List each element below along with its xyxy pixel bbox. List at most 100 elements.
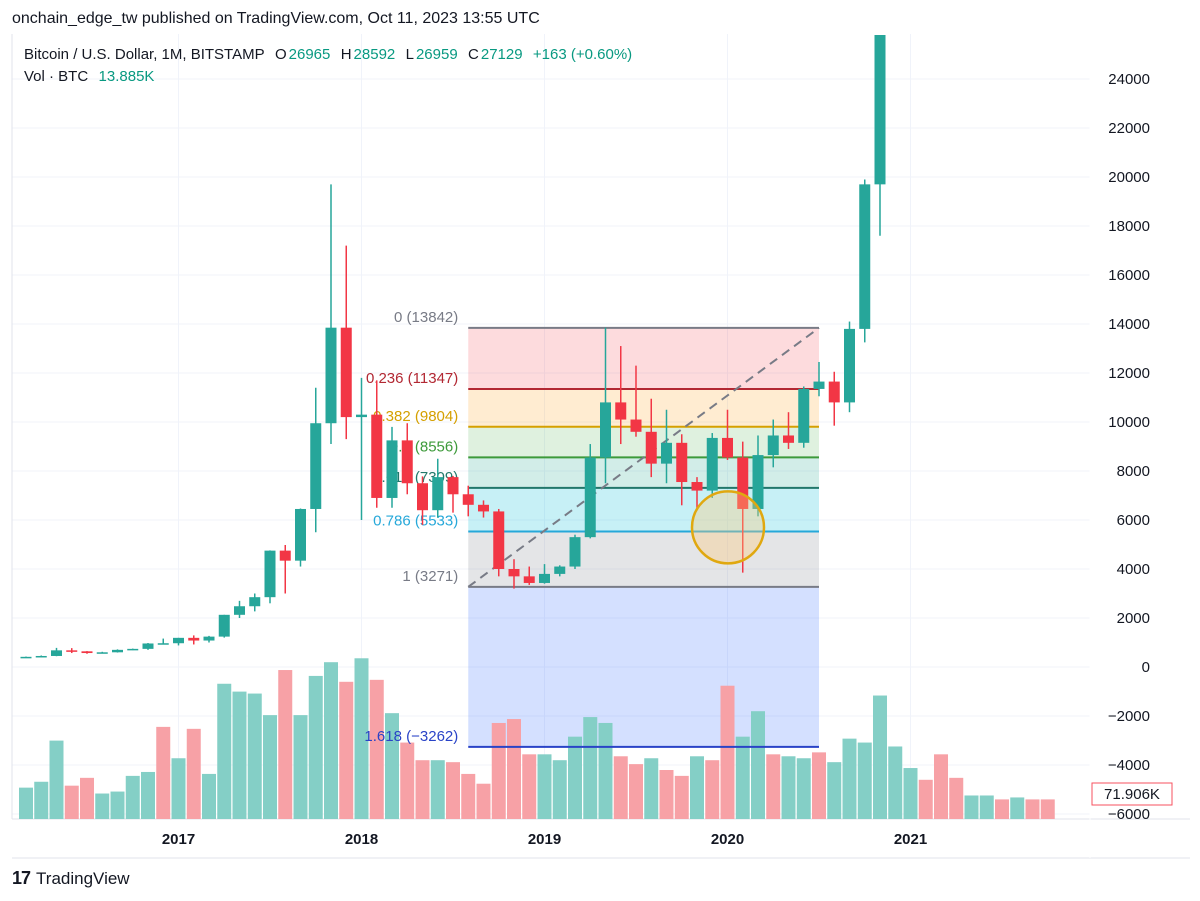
volume-bar (476, 783, 491, 819)
candle-body (767, 435, 779, 456)
volume-bar (95, 793, 110, 819)
candle-body (828, 381, 840, 403)
volume-bar (674, 775, 689, 819)
volume-bar (1025, 799, 1040, 819)
time-axis[interactable]: 2017 2018 2019 2020 2021 (162, 831, 927, 848)
candle-body (249, 597, 261, 607)
fib-level-label: 0.236 (11347) (366, 370, 458, 387)
candle-body (462, 494, 474, 505)
y-tick-label: 6000 (1117, 512, 1150, 529)
volume-bar (964, 795, 979, 819)
candle-body (340, 327, 352, 418)
y-tick-label: 0 (1142, 659, 1150, 676)
candle-body (615, 402, 627, 420)
y-tick-label: −6000 (1108, 806, 1150, 823)
x-tick-label: 2019 (528, 831, 561, 848)
volume-bar (324, 662, 338, 819)
close-value: 27129 (480, 46, 523, 63)
symbol-legend: Bitcoin / U.S. Dollar, 1M, BITSTAMP O 269… (24, 46, 634, 63)
candle-body (676, 442, 688, 483)
x-tick-label: 2018 (345, 831, 378, 848)
price-tag-label: 71.906K (1104, 786, 1160, 803)
volume-bar (873, 695, 887, 819)
fibonacci-fills (468, 327, 819, 747)
candle-body (691, 482, 703, 491)
candle-body (706, 437, 718, 491)
volume-bar (415, 760, 430, 819)
fib-zone-0.236 (468, 388, 819, 427)
low-value: 26959 (415, 46, 458, 63)
volume-bar (217, 683, 232, 819)
high-value: 28592 (353, 46, 396, 63)
volume-bar (339, 681, 354, 819)
volume-bar (918, 779, 933, 819)
volume-bar (400, 742, 415, 819)
candle-body (371, 414, 383, 498)
volume-bar (888, 746, 903, 819)
volume-bar (842, 738, 857, 819)
volume-bars (19, 658, 1055, 819)
high-label: H (340, 46, 352, 63)
volume-bar (613, 756, 628, 819)
fib-level-label: 0.786 (5533) (373, 512, 458, 529)
volume-bar (461, 773, 476, 819)
low-label: L (405, 46, 414, 63)
y-tick-label: 4000 (1117, 561, 1150, 578)
candle-body (81, 651, 93, 654)
y-tick-label: −2000 (1108, 708, 1150, 725)
y-tick-label: 24000 (1108, 71, 1150, 88)
open-value: 26965 (288, 46, 331, 63)
candle-body (66, 650, 78, 652)
fib-zone-0 (468, 327, 819, 389)
candle-body (20, 656, 32, 659)
y-tick-label: 14000 (1108, 316, 1150, 333)
volume-bar (446, 762, 460, 819)
volume-bar (537, 754, 552, 819)
fib-level-label: 0 (13842) (394, 309, 458, 326)
volume-bar (369, 679, 384, 819)
candle-body (173, 637, 184, 644)
volume-bar (766, 754, 781, 819)
tradingview-brand: TradingView (36, 868, 130, 888)
candle-body (295, 508, 306, 561)
candle-body (600, 402, 611, 458)
volume-bar (385, 713, 399, 819)
candle-body (478, 504, 489, 512)
candle-body (569, 537, 581, 567)
candle-body (203, 636, 215, 641)
candle-body (447, 477, 459, 495)
fib-zone-0.5 (468, 457, 819, 488)
x-tick-label: 2021 (894, 831, 927, 848)
volume-bar (979, 795, 994, 819)
fib-level-label: 0.618 (7309) (373, 469, 458, 486)
candle-body (157, 643, 169, 645)
candle-body (417, 483, 428, 511)
fib-level-label: 0.382 (9804) (373, 408, 458, 425)
annotations (690, 490, 766, 565)
candle-body (554, 566, 566, 574)
volume-bar (720, 685, 735, 819)
candle-body (493, 511, 505, 569)
volume-bar (34, 781, 49, 819)
volume-bar (751, 711, 765, 819)
y-tick-label: 10000 (1108, 414, 1150, 431)
candle-body (386, 440, 398, 498)
volume-bar (934, 754, 948, 819)
candle-body (112, 649, 123, 653)
footer-branding[interactable]: 17 TradingView (12, 868, 130, 889)
volume-bar (644, 758, 659, 819)
price-axis[interactable]: 2400022000200001800016000140001200010000… (1091, 71, 1173, 823)
volume-bar (507, 719, 521, 819)
candle-body (264, 550, 276, 598)
volume-bar (263, 715, 277, 819)
candle-body (630, 419, 642, 432)
fib-trend-line (467, 327, 820, 588)
candle-body (737, 457, 749, 509)
candle-body (356, 414, 367, 418)
candle-body (798, 388, 810, 443)
candle-body (218, 614, 230, 637)
y-tick-label: 16000 (1108, 267, 1150, 284)
volume-label: Vol · BTC (24, 68, 89, 85)
volume-bar (705, 760, 720, 819)
